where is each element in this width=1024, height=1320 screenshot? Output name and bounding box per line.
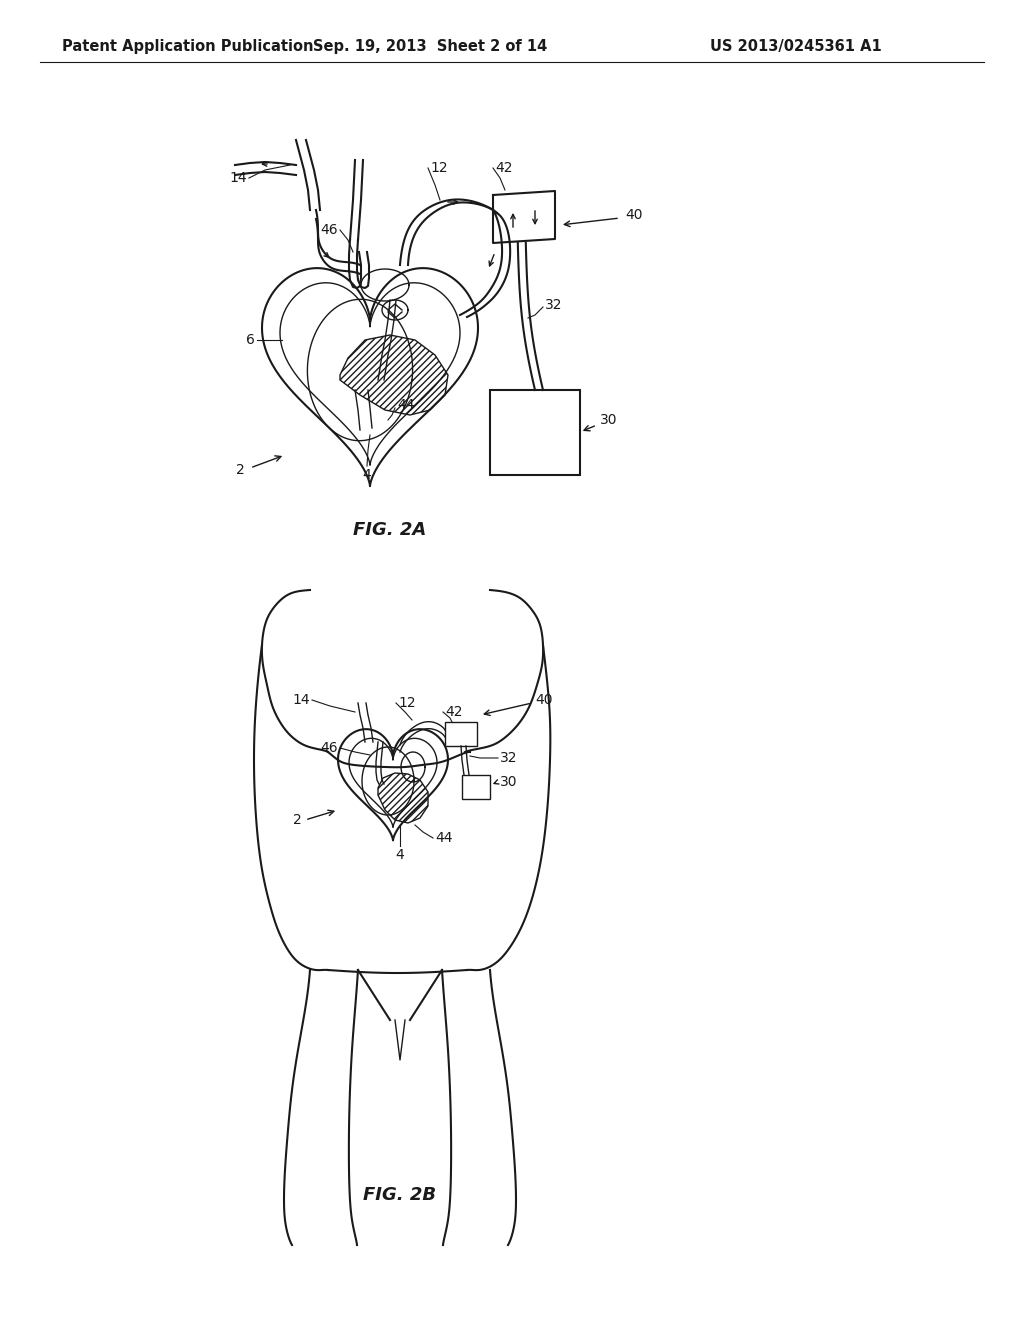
Text: 14: 14 bbox=[229, 172, 247, 185]
Text: 12: 12 bbox=[430, 161, 447, 176]
Text: 40: 40 bbox=[535, 693, 553, 708]
Text: 44: 44 bbox=[435, 832, 453, 845]
Text: 44: 44 bbox=[397, 399, 415, 412]
Bar bbox=[462, 775, 490, 799]
Text: US 2013/0245361 A1: US 2013/0245361 A1 bbox=[710, 40, 882, 54]
Text: 40: 40 bbox=[625, 209, 642, 222]
Text: 2: 2 bbox=[237, 463, 245, 477]
Bar bbox=[445, 722, 477, 746]
Polygon shape bbox=[378, 774, 428, 822]
Text: FIG. 2A: FIG. 2A bbox=[353, 521, 427, 539]
Text: 2: 2 bbox=[293, 813, 302, 828]
Text: Patent Application Publication: Patent Application Publication bbox=[62, 40, 313, 54]
Text: 46: 46 bbox=[321, 223, 338, 238]
Text: 46: 46 bbox=[321, 741, 338, 755]
Text: 30: 30 bbox=[600, 413, 617, 426]
Bar bbox=[490, 389, 580, 475]
Text: 42: 42 bbox=[495, 161, 512, 176]
Text: 14: 14 bbox=[293, 693, 310, 708]
Text: 12: 12 bbox=[398, 696, 416, 710]
Text: 30: 30 bbox=[500, 775, 517, 789]
Text: Sep. 19, 2013  Sheet 2 of 14: Sep. 19, 2013 Sheet 2 of 14 bbox=[313, 40, 547, 54]
Text: 32: 32 bbox=[500, 751, 517, 766]
Text: 4: 4 bbox=[395, 847, 404, 862]
Text: 42: 42 bbox=[445, 705, 463, 719]
Text: 4: 4 bbox=[362, 469, 372, 482]
Text: 32: 32 bbox=[545, 298, 562, 312]
Text: 6: 6 bbox=[246, 333, 255, 347]
Text: FIG. 2B: FIG. 2B bbox=[364, 1185, 436, 1204]
Polygon shape bbox=[340, 335, 449, 414]
